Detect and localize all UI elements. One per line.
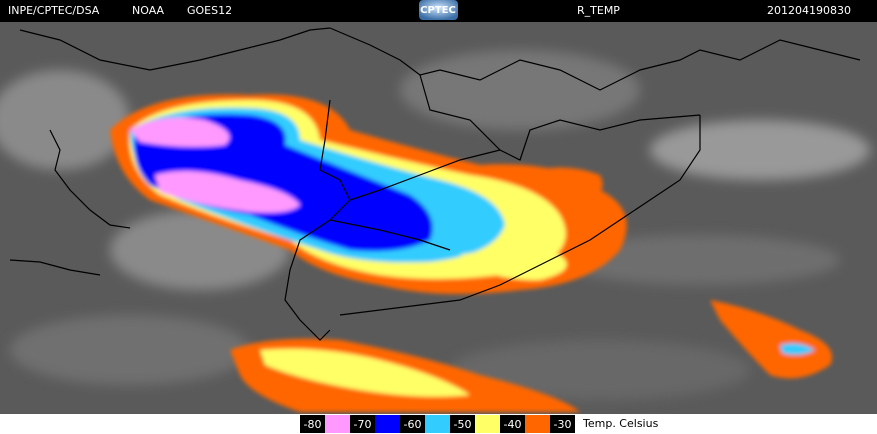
legend-label-box bbox=[450, 415, 475, 433]
product: R_TEMP bbox=[577, 4, 620, 17]
legend-unit: Temp. Celsius bbox=[582, 417, 659, 430]
cloud-top bbox=[260, 348, 470, 397]
logo bbox=[419, 0, 458, 20]
agency: NOAA bbox=[132, 4, 165, 17]
satellite: GOES12 bbox=[187, 4, 232, 17]
legend-label: -60 bbox=[404, 418, 422, 431]
legend-label-box bbox=[350, 415, 375, 433]
legend-label-box bbox=[400, 415, 425, 433]
legend-swatch bbox=[475, 415, 500, 433]
cloud-top bbox=[134, 114, 433, 252]
legend-swatch bbox=[375, 415, 400, 433]
cloud-top bbox=[710, 300, 832, 379]
cloud-top bbox=[520, 167, 603, 205]
satellite-image bbox=[0, 22, 877, 414]
cloud-top bbox=[155, 171, 300, 213]
legend-label-box bbox=[550, 415, 575, 433]
legend-label: -50 bbox=[454, 418, 472, 431]
legend-swatch bbox=[325, 415, 350, 433]
timestamp: 201204190830 bbox=[767, 4, 851, 17]
logo-text: CPTEC bbox=[420, 5, 456, 16]
cloud-top bbox=[130, 117, 230, 147]
legend-swatch bbox=[425, 415, 450, 433]
legend-label: -80 bbox=[304, 418, 322, 431]
legend-label: -30 bbox=[554, 418, 572, 431]
source: INPE/CPTEC/DSA bbox=[8, 4, 100, 17]
cloud-top bbox=[460, 250, 567, 281]
legend-label: -40 bbox=[504, 418, 522, 431]
legend-label: -70 bbox=[354, 418, 372, 431]
legend-label-box bbox=[300, 415, 325, 433]
cloud-top bbox=[780, 343, 815, 355]
legend: -80 -70 -60 -50 -40 -30 bbox=[300, 415, 575, 433]
legend-label-box bbox=[500, 415, 525, 433]
legend-swatch bbox=[525, 415, 550, 433]
